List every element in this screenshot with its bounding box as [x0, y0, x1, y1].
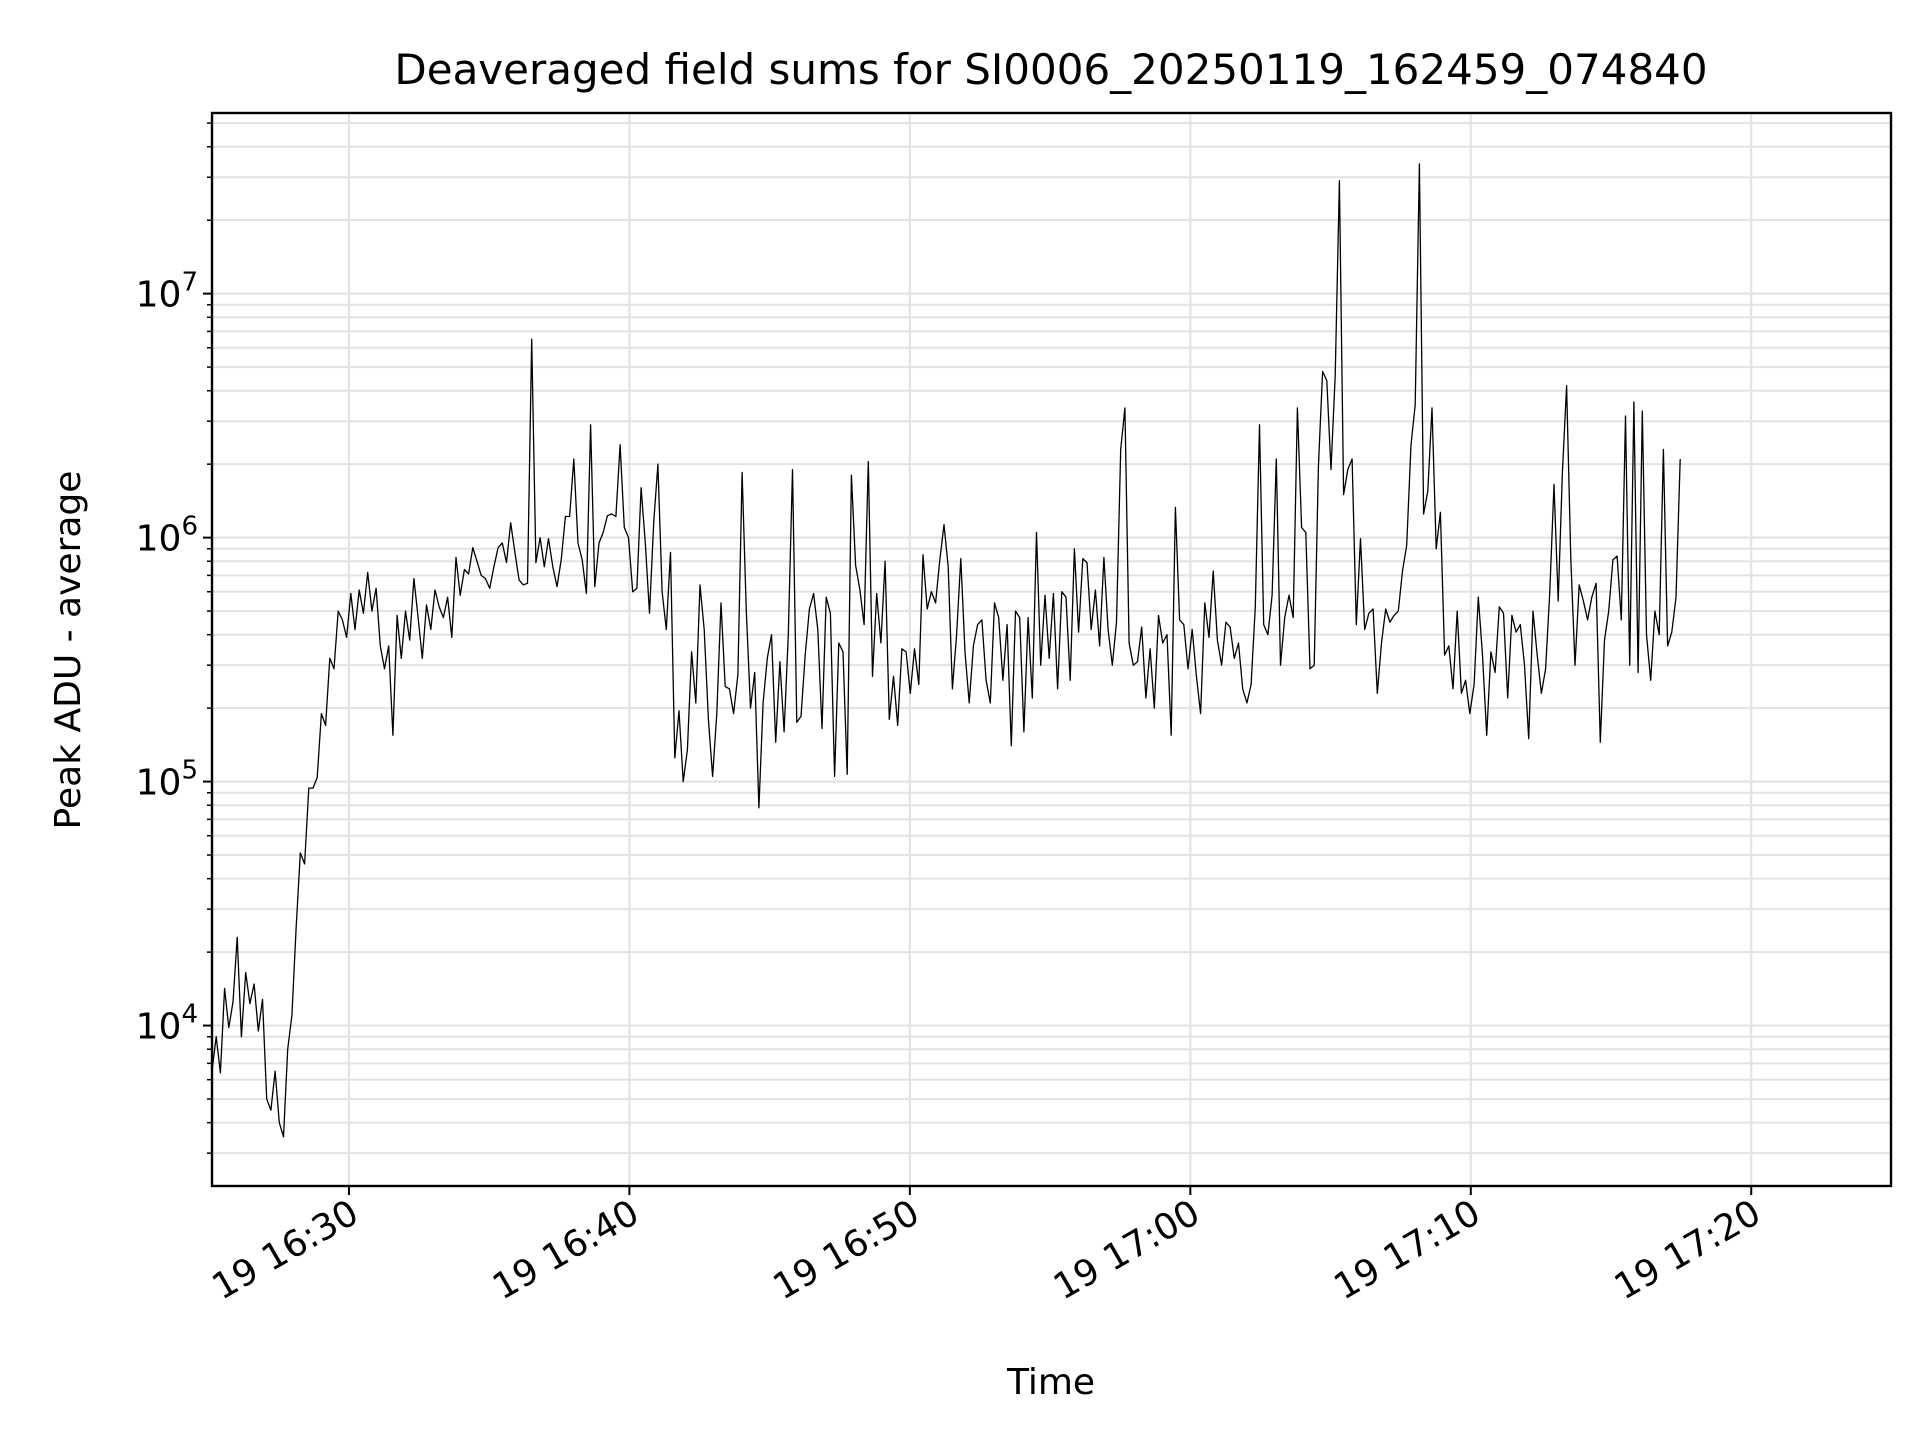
plot-area	[211, 163, 1681, 1138]
y-axis-label: Peak ADU - average	[48, 471, 89, 830]
y-tick-label: 105	[136, 756, 198, 804]
y-tick-label: 104	[136, 1000, 198, 1048]
y-tick-label: 107	[136, 268, 198, 316]
y-tick-label: 106	[136, 512, 198, 560]
plot-frame	[210, 111, 1893, 1188]
series-line-0	[211, 163, 1681, 1138]
chart-title: Deaveraged field sums for SI0006_2025011…	[394, 45, 1707, 94]
grid	[212, 113, 1891, 1186]
x-axis-label: Time	[1006, 1362, 1095, 1403]
